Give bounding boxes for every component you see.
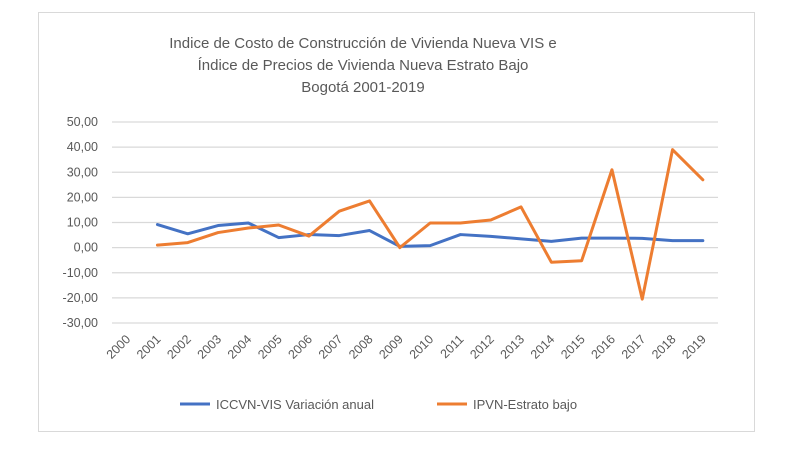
y-tick-label: 50,00 xyxy=(67,115,98,129)
y-tick-label: -30,00 xyxy=(63,316,98,330)
x-tick-label: 2012 xyxy=(467,332,497,362)
x-tick-label: 2019 xyxy=(679,332,709,362)
y-tick-label: 0,00 xyxy=(74,241,98,255)
x-tick-label: 2018 xyxy=(649,332,679,362)
x-tick-label: 2010 xyxy=(407,332,437,362)
y-tick-label: 30,00 xyxy=(67,165,98,179)
legend-label-1: ICCVN-VIS Variación anual xyxy=(216,397,374,412)
x-tick-label: 2003 xyxy=(195,332,225,362)
y-tick-label: -10,00 xyxy=(63,266,98,280)
x-tick-label: 2016 xyxy=(589,332,619,362)
x-tick-label: 2005 xyxy=(255,332,285,362)
x-tick-label: 2013 xyxy=(498,332,528,362)
x-tick-label: 2017 xyxy=(619,332,649,362)
chart-title-line-1: Indice de Costo de Construcción de Vivie… xyxy=(169,35,556,52)
y-tick-label: 40,00 xyxy=(67,140,98,154)
chart-title-line-3: Bogotá 2001-2019 xyxy=(301,79,424,96)
x-tick-label: 2001 xyxy=(134,332,164,362)
x-tick-label: 2011 xyxy=(438,332,467,361)
series-line-1 xyxy=(155,221,705,248)
x-tick-label: 2007 xyxy=(316,332,346,362)
x-tick-label: 2006 xyxy=(286,332,316,362)
legend-label-2: IPVN-Estrato bajo xyxy=(473,397,577,412)
y-tick-label: 20,00 xyxy=(67,190,98,204)
x-tick-label: 2002 xyxy=(164,332,194,362)
chart-title-line-2: Índice de Precios de Vivienda Nueva Estr… xyxy=(198,57,529,74)
x-tick-label: 2008 xyxy=(346,332,376,362)
x-tick-label: 2014 xyxy=(528,332,558,362)
x-tick-label: 2015 xyxy=(558,332,588,362)
y-tick-label: 10,00 xyxy=(67,216,98,230)
x-tick-label: 2009 xyxy=(376,332,406,362)
x-tick-label: 2000 xyxy=(104,332,134,362)
y-tick-label: -20,00 xyxy=(63,291,98,305)
x-tick-label: 2004 xyxy=(225,332,255,362)
chart-frame xyxy=(38,12,755,432)
